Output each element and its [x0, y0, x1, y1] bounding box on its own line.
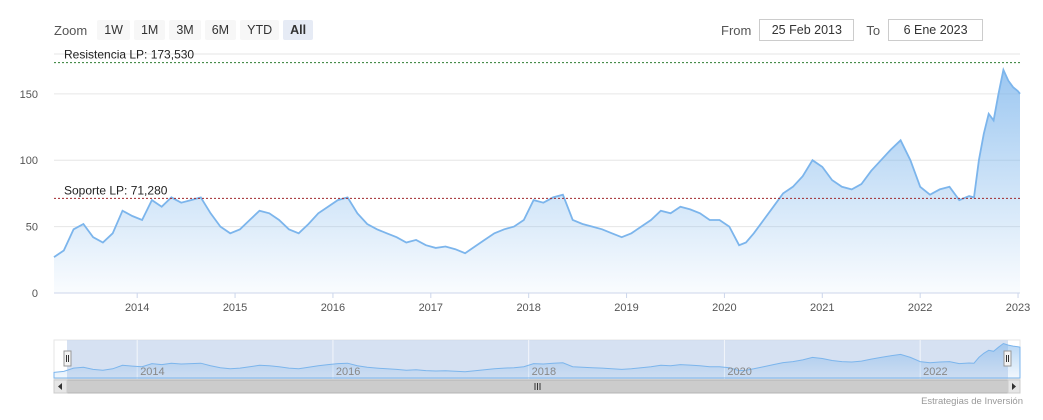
navigator-left-handle[interactable]: [63, 350, 72, 367]
scroll-right-arrow[interactable]: [1007, 379, 1021, 394]
scrollbar[interactable]: [53, 379, 1021, 394]
zoom-bar: Zoom 1W 1M 3M 6M YTD All: [54, 18, 314, 42]
navigator[interactable]: 2014 2016 2018 2020 2022: [53, 339, 1021, 380]
plot-lines: Resistencia LP: 173,530 Soporte LP: 71,28…: [54, 48, 1020, 199]
zoom-button-1w[interactable]: 1W: [97, 20, 130, 40]
to-label: To: [866, 22, 881, 38]
x-tick-label: 2020: [712, 302, 736, 314]
navigator-tick-label: 2014: [140, 366, 164, 378]
series-area: [54, 69, 1020, 294]
from-label: From: [721, 22, 752, 38]
zoom-button-1m[interactable]: 1M: [133, 20, 166, 40]
navigator-right-handle[interactable]: [1003, 350, 1012, 367]
zoom-button-6m[interactable]: 6M: [204, 20, 237, 40]
x-tick-label: 2016: [321, 302, 345, 314]
x-tick-label: 2023: [1006, 302, 1030, 314]
navigator-tick-label: 2016: [336, 366, 360, 378]
navigator-tick-label: 2022: [923, 366, 947, 378]
zoom-label: Zoom: [54, 22, 88, 38]
to-date-input[interactable]: 6 Ene 2023: [888, 19, 984, 41]
scroll-left-arrow[interactable]: [53, 379, 68, 394]
navigator-series: [53, 342, 1021, 379]
date-range: From 25 Feb 2013 To 6 Ene 2023: [721, 18, 984, 42]
y-tick-label: 100: [20, 155, 38, 167]
x-tick-label: 2022: [908, 302, 932, 314]
x-tick-label: 2017: [419, 302, 443, 314]
navigator-tick-label: 2018: [532, 366, 556, 378]
x-axis-labels: 2014 2015 2016 2017 2018 2019 2020 2021 2022 2023: [125, 293, 1030, 314]
zoom-button-3m[interactable]: 3M: [169, 20, 201, 40]
zoom-button-all[interactable]: All: [283, 20, 314, 40]
x-tick-label: 2015: [223, 302, 247, 314]
navigator-tick-label: 2020: [727, 366, 751, 378]
chart-credit: Estrategias de Inversión: [921, 396, 1023, 407]
zoom-button-ytd[interactable]: YTD: [240, 20, 280, 40]
plot-line-label-resistance: Resistencia LP: 173,530: [64, 48, 194, 62]
y-axis-labels: 0 50 100 150: [20, 89, 38, 300]
plot-line-label-support: Soporte LP: 71,280: [64, 183, 168, 197]
series-line: [53, 67, 1021, 258]
x-tick-label: 2019: [614, 302, 638, 314]
x-tick-label: 2018: [516, 302, 540, 314]
x-tick-label: 2014: [125, 302, 149, 314]
from-date-input[interactable]: 25 Feb 2013: [759, 19, 855, 41]
y-tick-label: 50: [26, 222, 38, 234]
y-tick-label: 150: [20, 89, 38, 101]
y-tick-label: 0: [32, 288, 38, 300]
x-tick-label: 2021: [810, 302, 834, 314]
